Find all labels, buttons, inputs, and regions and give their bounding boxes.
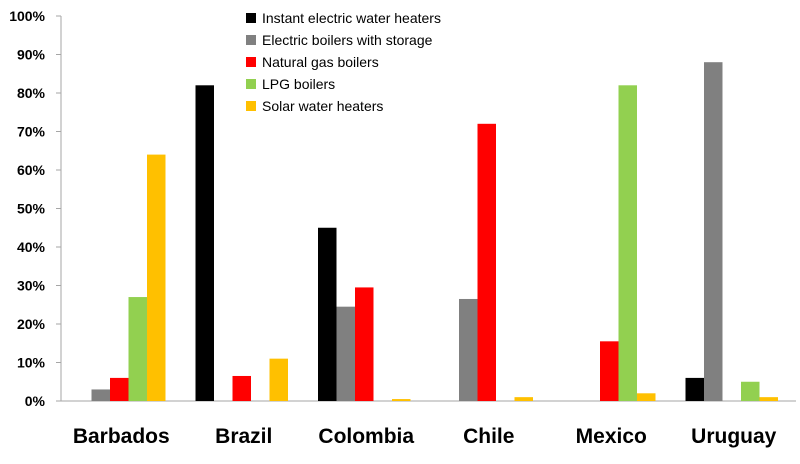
legend-swatch: [246, 101, 256, 111]
bar: [318, 227, 337, 401]
bar: [355, 287, 374, 401]
y-tick-label: 10%: [17, 355, 46, 371]
category-label: Barbados: [73, 425, 170, 448]
y-tick-label: 90%: [17, 47, 46, 63]
bar: [110, 377, 129, 401]
category-label: Uruguay: [691, 425, 777, 448]
bar: [600, 341, 619, 401]
bar: [514, 397, 533, 401]
bar: [637, 393, 656, 401]
legend-swatch: [246, 35, 256, 45]
bar: [128, 297, 147, 401]
bars-group: [91, 62, 778, 402]
y-tick-label: 20%: [17, 316, 46, 332]
y-tick-label: 50%: [17, 201, 46, 217]
bar: [336, 306, 355, 401]
bar: [685, 377, 704, 401]
y-tick-label: 70%: [17, 124, 46, 140]
bar: [147, 154, 166, 401]
legend-label: Natural gas boilers: [262, 54, 379, 70]
legend-label: Instant electric water heaters: [262, 10, 441, 26]
bar: [195, 85, 214, 402]
x-axis-categories: Barbados Brazil Colombia Chile Mexico Uruguay: [73, 425, 777, 448]
y-axis-ticks: 0% 10% 20% 30% 40% 50% 60% 70% 80% 90% 100%: [9, 8, 61, 409]
bar: [477, 123, 496, 402]
bar: [392, 399, 411, 401]
category-label: Mexico: [576, 425, 647, 448]
bar: [459, 298, 478, 401]
category-label: Brazil: [215, 425, 272, 448]
category-label: Colombia: [318, 425, 414, 448]
y-tick-label: 30%: [17, 278, 46, 294]
legend-label: LPG boilers: [262, 76, 335, 92]
bar: [91, 389, 110, 401]
y-tick-label: 40%: [17, 239, 46, 255]
bar: [232, 375, 251, 401]
bar: [759, 397, 778, 401]
legend-label: Solar water heaters: [262, 98, 383, 114]
bar: [618, 85, 637, 402]
bar: [741, 381, 760, 401]
y-tick-label: 0%: [25, 393, 46, 409]
bar: [269, 358, 288, 401]
legend-swatch: [246, 79, 256, 89]
y-tick-label: 80%: [17, 85, 46, 101]
legend-swatch: [246, 57, 256, 67]
y-tick-label: 100%: [9, 8, 45, 24]
bar: [704, 62, 723, 401]
y-tick-label: 60%: [17, 162, 46, 178]
category-label: Chile: [463, 425, 514, 448]
legend-label: Electric boilers with storage: [262, 32, 433, 48]
legend-swatch: [246, 13, 256, 23]
legend: Instant electric water heaters Electric b…: [242, 6, 474, 124]
legend-background: [242, 6, 474, 124]
